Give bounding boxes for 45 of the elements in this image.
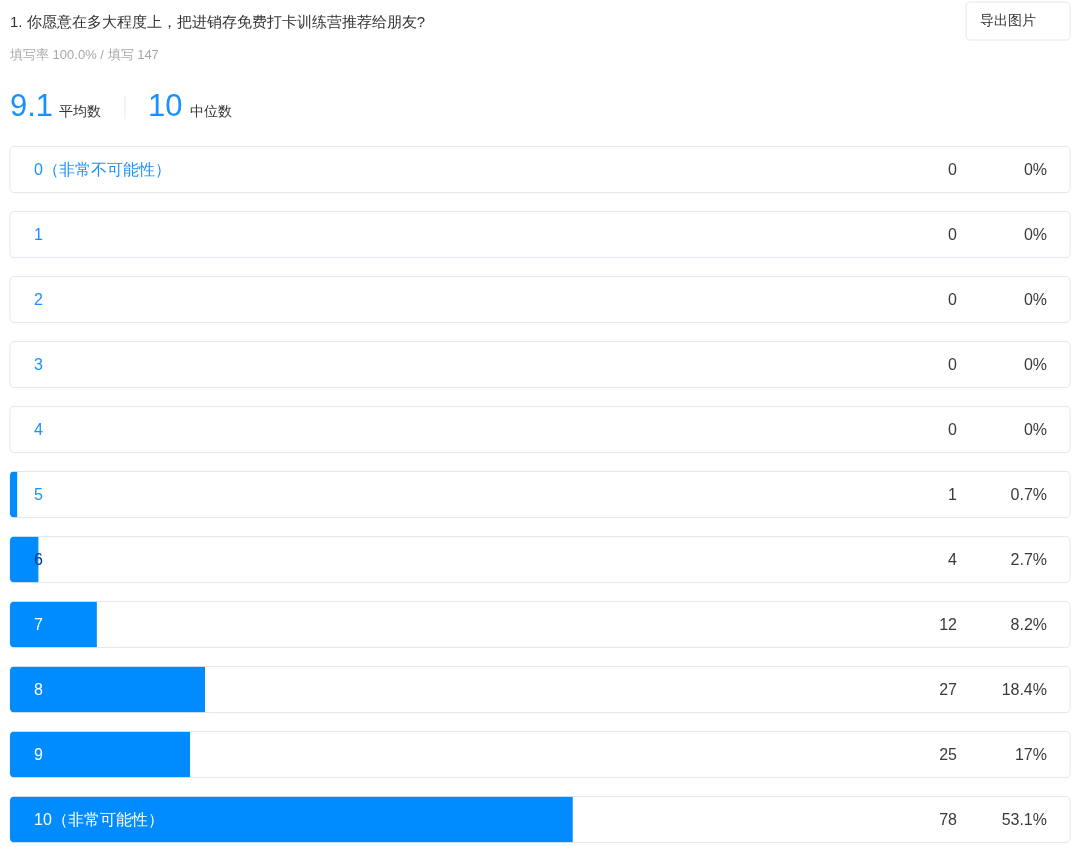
y-tick-label: 7 [34, 615, 43, 633]
y-tick-label: 3 [34, 355, 43, 373]
text: 中位数 [190, 103, 232, 119]
annotation: 0 [948, 160, 958, 178]
data-label: 53.1% [1001, 810, 1047, 828]
annotation: 12 [939, 615, 958, 633]
data-label: 17% [1014, 745, 1047, 763]
data-label: 0% [1023, 420, 1047, 438]
bar [10, 796, 573, 843]
annotation: 0 [948, 355, 958, 373]
text: 10 [148, 88, 183, 123]
chart-subtitle: 填写率 100.0% / 填写 147 [9, 47, 159, 62]
data-label: 0% [1023, 160, 1047, 178]
y-tick-label: 5 [34, 485, 43, 503]
annotation: 0 [948, 225, 958, 243]
y-tick-label: 2 [34, 290, 43, 308]
annotation: 25 [939, 745, 958, 763]
y-tick-label: 4 [34, 420, 43, 438]
annotation: 78 [939, 810, 958, 828]
data-label: 8.2% [1010, 615, 1047, 633]
annotation: 1 [948, 485, 958, 503]
annotation: 4 [948, 550, 958, 568]
text: 9.1 [10, 88, 54, 123]
y-tick-label: 10（非常可能性） [34, 810, 164, 828]
annotation: 0 [948, 420, 958, 438]
bar [10, 731, 191, 778]
data-label: 18.4% [1001, 680, 1047, 698]
annotation: 27 [939, 680, 958, 698]
bar [10, 666, 206, 713]
text: 平均数 [59, 103, 101, 119]
y-tick-label: 6 [34, 550, 43, 568]
data-label: 0% [1023, 290, 1047, 308]
bar [10, 601, 97, 648]
bar [10, 471, 18, 518]
data-label: 2.7% [1010, 550, 1047, 568]
data-label: 0% [1023, 355, 1047, 373]
y-tick-label: 9 [34, 745, 43, 763]
data-label: 0% [1023, 225, 1047, 243]
y-tick-label: 8 [34, 680, 43, 698]
annotation: 0 [948, 290, 958, 308]
y-tick-label: 1 [34, 225, 43, 243]
chart-title: 1. 你愿意在多大程度上，把进销存免费打卡训练营推荐给朋友? [10, 13, 426, 30]
text: 导出图片 [980, 12, 1036, 28]
data-label: 0.7% [1010, 485, 1047, 503]
y-tick-label: 0（非常不可能性） [34, 160, 171, 178]
